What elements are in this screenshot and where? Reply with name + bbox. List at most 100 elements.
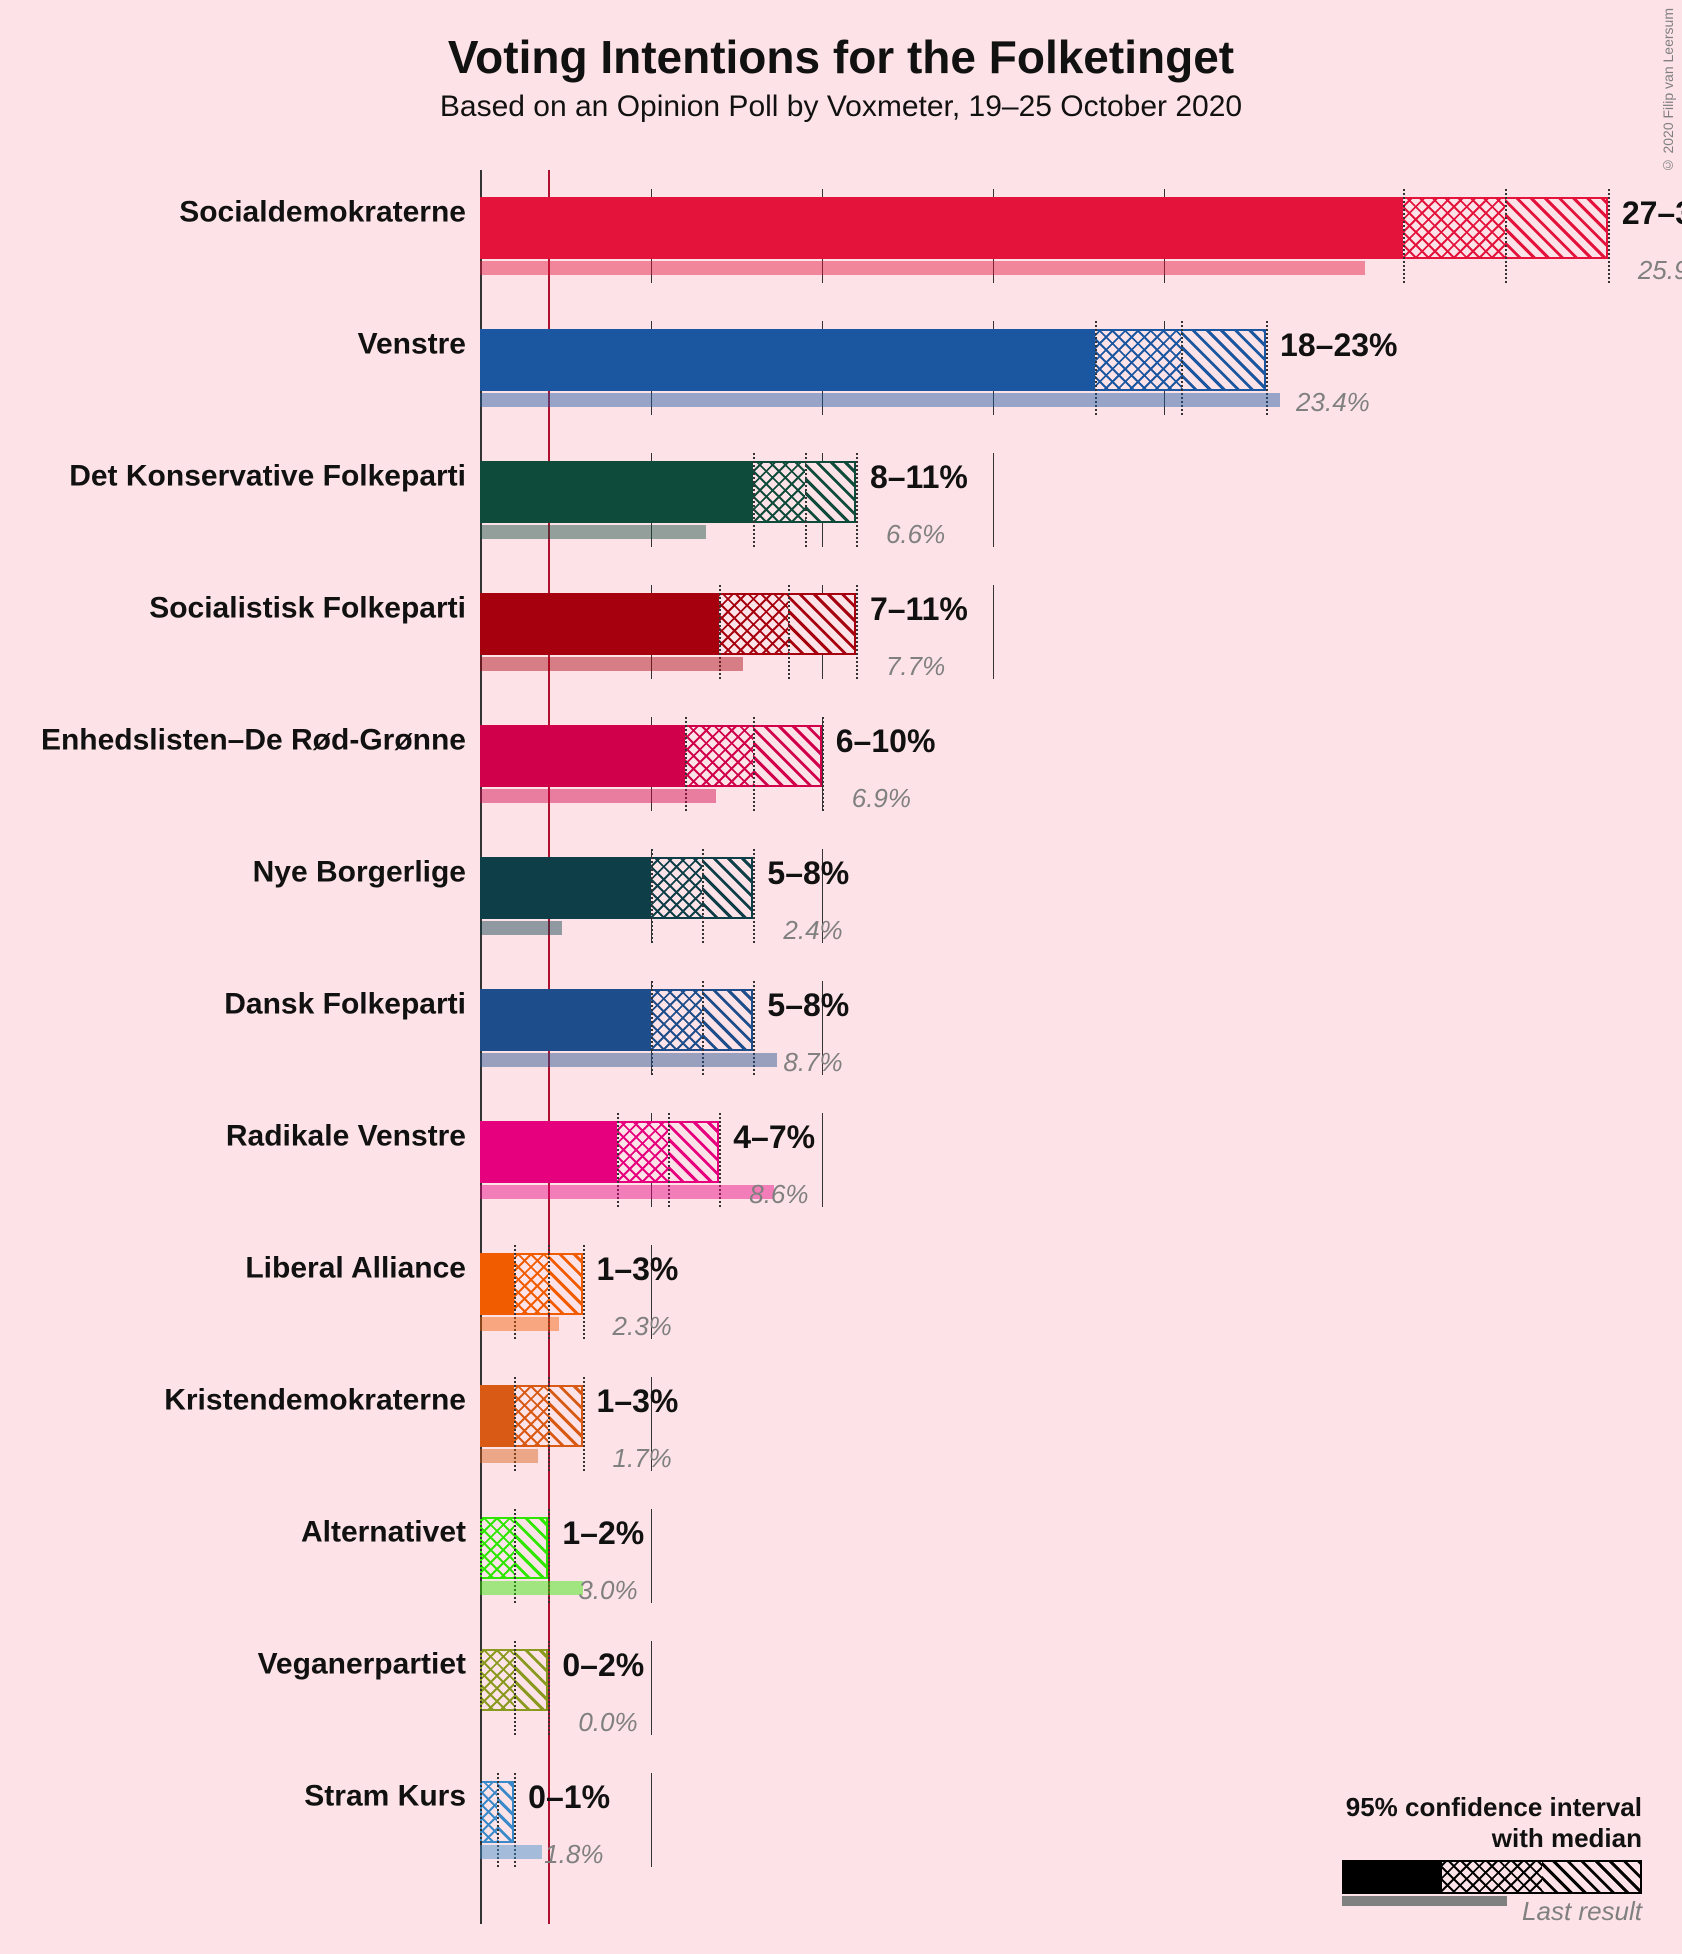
party-label: Det Konservative Folkeparti	[69, 460, 480, 494]
previous-result-label: 23.4%	[1296, 387, 1370, 418]
chart-root: © 2020 Filip van Leersum Voting Intentio…	[0, 0, 1682, 1954]
previous-result-label: 2.3%	[613, 1311, 672, 1342]
previous-result-label: 8.7%	[783, 1047, 842, 1078]
party-row: Liberal Alliance1–3%2.3%	[480, 1226, 1642, 1358]
bar-solid	[480, 329, 1095, 391]
party-row: Enhedslisten–De Rød-Grønne6–10%6.9%	[480, 698, 1642, 830]
bar-ci-upper	[514, 1517, 548, 1579]
legend: 95% confidence intervalwith medianLast r…	[1342, 1792, 1642, 1894]
party-row: Dansk Folkeparti5–8%8.7%	[480, 962, 1642, 1094]
bar-ci-lower	[480, 1517, 514, 1579]
previous-result-label: 1.7%	[613, 1443, 672, 1474]
bar-ci-lower	[753, 461, 804, 523]
previous-result-bar	[480, 1581, 583, 1595]
bar-ci-upper	[497, 1781, 514, 1843]
median-tick	[788, 585, 790, 679]
previous-result-label: 2.4%	[783, 915, 842, 946]
bar-ci-upper	[548, 1385, 582, 1447]
median-tick	[702, 849, 704, 943]
bar-solid	[480, 461, 753, 523]
previous-result-bar	[480, 1317, 559, 1331]
legend-bar-seg	[1442, 1860, 1542, 1894]
bar-ci-lower	[514, 1385, 548, 1447]
ci-tick	[856, 585, 858, 679]
gridline	[651, 1773, 652, 1867]
range-label: 8–11%	[870, 459, 968, 496]
party-row: Nye Borgerlige5–8%2.4%	[480, 830, 1642, 962]
plot-area: Socialdemokraterne27–33%25.9%Venstre18–2…	[480, 170, 1642, 1924]
ci-tick	[583, 1377, 585, 1471]
gridline	[993, 585, 994, 679]
median-tick	[753, 717, 755, 811]
bar-solid	[480, 1121, 617, 1183]
ci-tick	[583, 1245, 585, 1339]
previous-result-label: 1.8%	[544, 1839, 603, 1870]
party-row: Radikale Venstre4–7%8.6%	[480, 1094, 1642, 1226]
ci-tick	[651, 849, 653, 943]
range-label: 27–33%	[1622, 195, 1682, 232]
ci-tick	[753, 849, 755, 943]
previous-result-bar	[480, 789, 716, 803]
ci-tick	[548, 1641, 550, 1735]
ci-tick	[1608, 189, 1610, 283]
ci-tick	[822, 717, 824, 811]
range-label: 1–2%	[562, 1515, 644, 1552]
range-label: 4–7%	[733, 1119, 815, 1156]
party-label: Kristendemokraterne	[164, 1384, 480, 1418]
bar-solid	[480, 593, 719, 655]
party-row: Socialdemokraterne27–33%25.9%	[480, 170, 1642, 302]
previous-result-bar	[480, 657, 743, 671]
party-row: Alternativet1–2%3.0%	[480, 1490, 1642, 1622]
median-tick	[805, 453, 807, 547]
bar-solid	[480, 1385, 514, 1447]
party-row: Venstre18–23%23.4%	[480, 302, 1642, 434]
party-label: Socialistisk Folkeparti	[149, 592, 480, 626]
bar-ci-upper	[668, 1121, 719, 1183]
bar-ci-lower	[651, 857, 702, 919]
range-label: 0–2%	[562, 1647, 644, 1684]
bar-ci-lower	[685, 725, 753, 787]
previous-result-bar	[480, 393, 1280, 407]
legend-bar-seg	[1342, 1860, 1442, 1894]
range-label: 5–8%	[767, 855, 849, 892]
party-label: Radikale Venstre	[226, 1120, 480, 1154]
party-row: Kristendemokraterne1–3%1.7%	[480, 1358, 1642, 1490]
bar-ci-upper	[788, 593, 856, 655]
legend-bar-seg	[1542, 1860, 1642, 1894]
previous-result-label: 6.6%	[886, 519, 945, 550]
bar-ci-lower	[1095, 329, 1180, 391]
previous-result-bar	[480, 261, 1365, 275]
party-label: Enhedslisten–De Rød-Grønne	[41, 724, 480, 758]
gridline	[993, 453, 994, 547]
party-label: Venstre	[358, 328, 480, 362]
ci-tick	[753, 453, 755, 547]
range-label: 18–23%	[1280, 327, 1397, 364]
legend-sample-bar: Last result	[1342, 1860, 1642, 1894]
bar-ci-lower	[480, 1781, 497, 1843]
previous-result-bar	[480, 1185, 774, 1199]
bar-ci-upper	[753, 725, 821, 787]
party-label: Alternativet	[301, 1516, 480, 1550]
median-tick	[548, 1377, 550, 1471]
bar-ci-lower	[617, 1121, 668, 1183]
range-label: 0–1%	[528, 1779, 610, 1816]
previous-result-bar	[480, 1053, 777, 1067]
bar-solid	[480, 197, 1403, 259]
bar-ci-upper	[1181, 329, 1266, 391]
range-label: 1–3%	[597, 1251, 679, 1288]
range-label: 6–10%	[836, 723, 936, 760]
bar-ci-upper	[514, 1649, 548, 1711]
chart-subtitle: Based on an Opinion Poll by Voxmeter, 19…	[0, 84, 1682, 124]
bar-solid	[480, 1253, 514, 1315]
previous-result-label: 3.0%	[578, 1575, 637, 1606]
ci-tick	[480, 1641, 482, 1735]
bar-ci-lower	[719, 593, 787, 655]
previous-result-bar	[480, 921, 562, 935]
bar-ci-upper	[805, 461, 856, 523]
bar-ci-upper	[1505, 197, 1608, 259]
party-label: Socialdemokraterne	[179, 196, 480, 230]
legend-title-line1: 95% confidence interval	[1342, 1792, 1642, 1823]
party-label: Dansk Folkeparti	[224, 988, 480, 1022]
bar-ci-lower	[514, 1253, 548, 1315]
gridline	[651, 1509, 652, 1603]
